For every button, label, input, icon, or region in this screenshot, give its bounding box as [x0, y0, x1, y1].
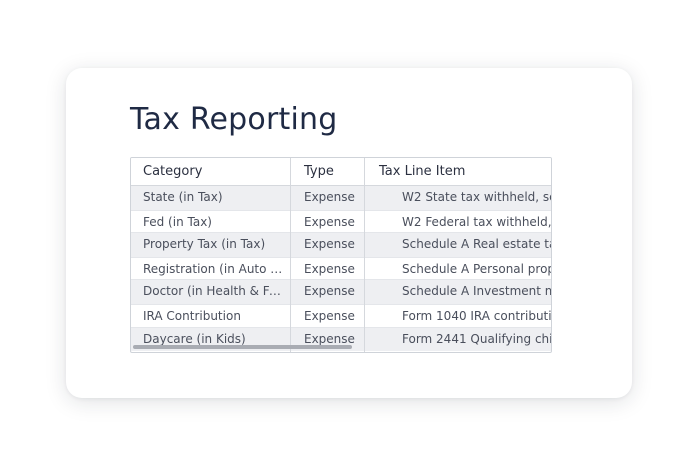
cell-category: IRA Contribution	[143, 309, 241, 323]
table-row[interactable]: Property Tax (in Tax) Expense Schedule A…	[131, 233, 551, 257]
cell-category: Property Tax (in Tax)	[143, 237, 266, 252]
cell-tax-line-item: Schedule A Personal prope	[402, 261, 551, 276]
cell-type: Expense	[304, 284, 355, 299]
table-row[interactable]: Registration (in Auto &… Expense Schedul…	[131, 256, 551, 281]
page-title: Tax Reporting	[130, 102, 338, 137]
cell-category: Doctor (in Health & Fit…	[143, 284, 283, 299]
cell-tax-line-item: Form 1040 IRA contribution	[402, 309, 551, 323]
horizontal-scrollbar-thumb[interactable]	[133, 345, 352, 349]
cell-tax-line-item: Schedule A Investment ma	[402, 284, 551, 299]
tax-reporting-table[interactable]: Category Type Tax Line Item State (in Ta…	[130, 157, 552, 353]
cell-tax-line-item: W2 State tax withheld, self	[402, 190, 551, 204]
table-row[interactable]: Fed (in Tax) Expense W2 Federal tax with…	[131, 209, 551, 234]
cell-type: Expense	[304, 190, 355, 204]
tax-reporting-card: Tax Reporting Category Type Tax Line Ite…	[66, 68, 632, 398]
column-header-type[interactable]: Type	[304, 164, 334, 179]
cell-type: Expense	[304, 214, 355, 229]
cell-tax-line-item: W2 Federal tax withheld, se	[402, 214, 551, 229]
cell-tax-line-item: Schedule A Real estate tax	[402, 237, 551, 252]
cell-category: State (in Tax)	[143, 190, 223, 204]
cell-type: Expense	[304, 331, 355, 346]
column-divider[interactable]	[290, 158, 291, 352]
column-divider[interactable]	[364, 158, 365, 352]
table-row[interactable]: IRA Contribution Expense Form 1040 IRA c…	[131, 304, 551, 328]
cell-type: Expense	[304, 237, 355, 252]
column-header-tax-line-item[interactable]: Tax Line Item	[379, 164, 466, 179]
table-row[interactable]: State (in Tax) Expense W2 State tax with…	[131, 186, 551, 210]
cell-type: Expense	[304, 309, 355, 323]
table-header: Category Type Tax Line Item	[131, 158, 551, 186]
cell-category: Registration (in Auto &…	[143, 261, 283, 276]
cell-tax-line-item: Form 2441 Qualifying child	[402, 331, 551, 346]
column-header-category[interactable]: Category	[143, 164, 203, 179]
cell-type: Expense	[304, 261, 355, 276]
cell-category: Fed (in Tax)	[143, 214, 212, 229]
table-row[interactable]: Doctor (in Health & Fit… Expense Schedul…	[131, 280, 551, 304]
